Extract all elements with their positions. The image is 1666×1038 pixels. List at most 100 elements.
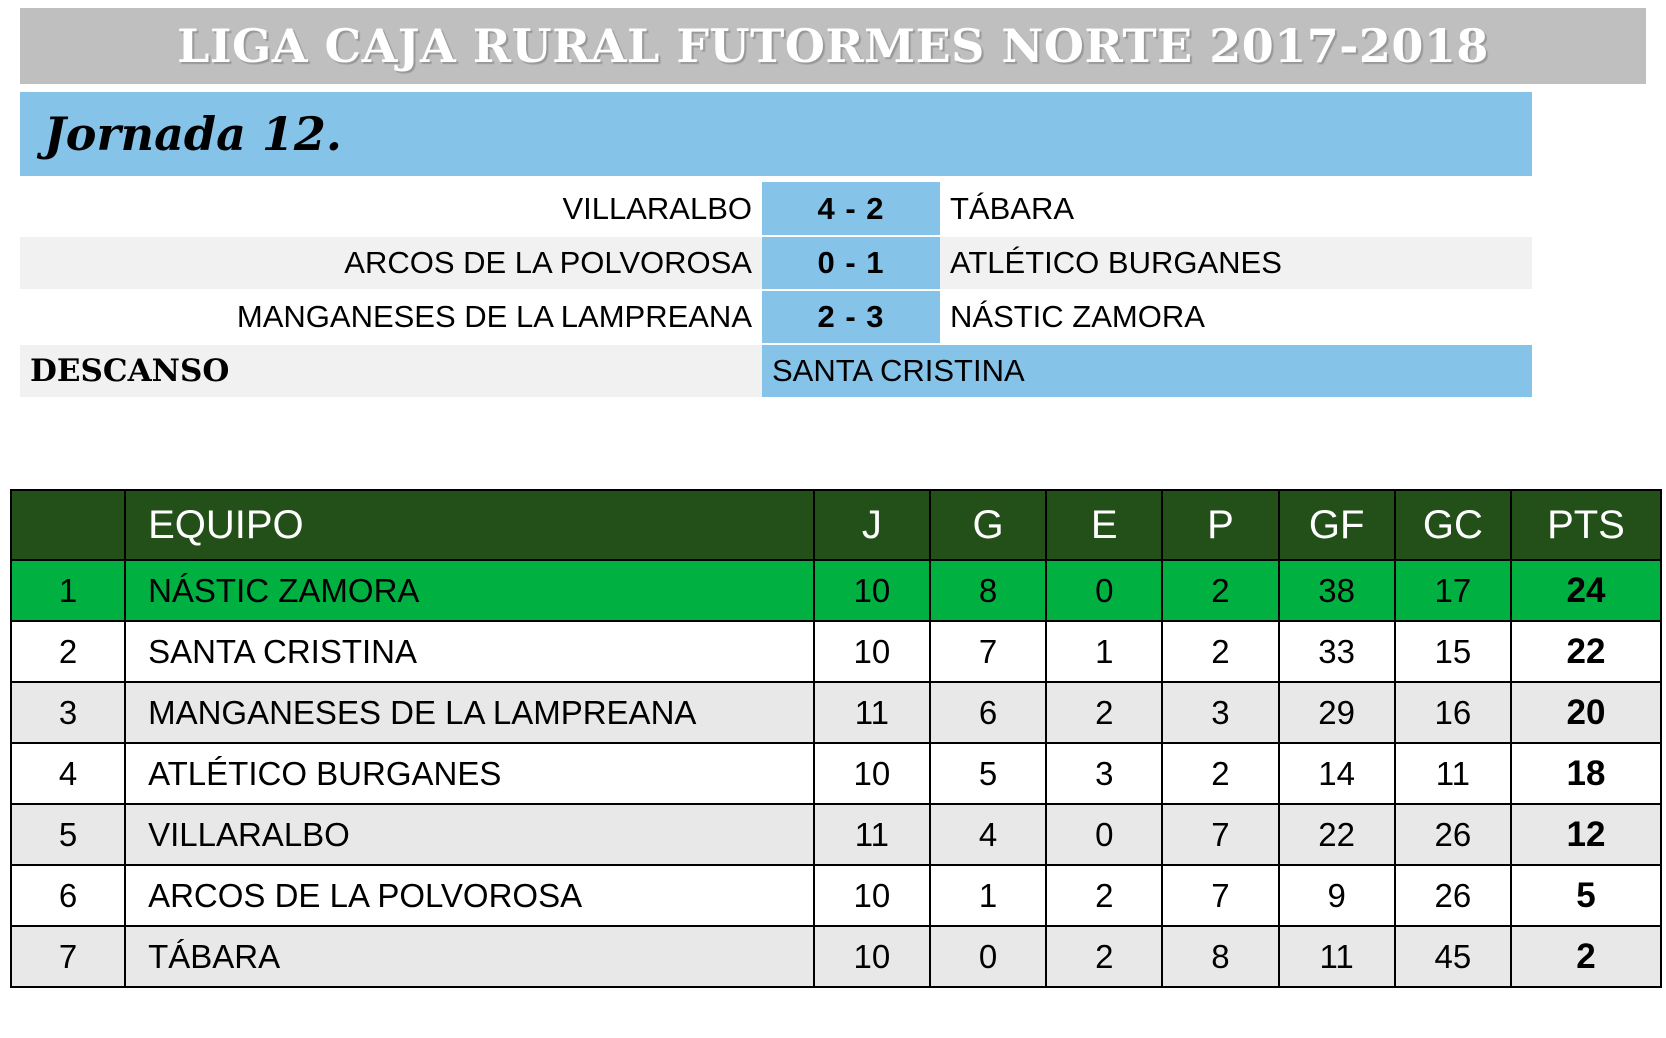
match-score: 0 - 1 [762,236,940,291]
column-header-drawn: E [1045,489,1164,561]
row-won: 4 [928,803,1048,866]
table-row: 5 VILLARALBO 11 4 0 7 22 26 12 [9,803,1663,866]
row-rank: 2 [9,620,127,683]
table-row: 7 TÁBARA 10 0 2 8 11 45 2 [9,925,1663,988]
table-row: 6 ARCOS DE LA POLVOROSA 10 1 2 7 9 26 5 [9,864,1663,927]
row-rank: 4 [9,742,127,805]
row-lost: 8 [1161,925,1280,988]
matchday-bar: Jornada 12. [20,92,1532,176]
row-lost: 7 [1161,803,1280,866]
match-home-team: ARCOS DE LA POLVOROSA [20,236,762,291]
row-played: 10 [812,864,931,927]
row-won: 1 [928,864,1048,927]
row-rank: 6 [9,864,127,927]
table-row: 4 ATLÉTICO BURGANES 10 5 3 2 14 11 18 [9,742,1663,805]
row-drawn: 1 [1045,620,1164,683]
row-played: 11 [812,681,931,744]
match-score: 4 - 2 [762,182,940,237]
row-team: VILLARALBO [124,803,815,866]
row-won: 7 [928,620,1048,683]
standings-table: EQUIPO J G E P GF GC PTS 1 NÁSTIC ZAMORA… [9,489,1663,988]
row-played: 11 [812,803,931,866]
row-goals-against: 15 [1393,620,1512,683]
match-away-team: NÁSTIC ZAMORA [940,290,1532,345]
row-points: 12 [1509,803,1663,866]
page-title: LIGA CAJA RURAL FUTORMES NORTE 2017-2018 [177,19,1489,73]
row-goals-against: 11 [1393,742,1512,805]
row-lost: 3 [1161,681,1280,744]
table-row: VILLARALBO 4 - 2 TÁBARA [20,182,1532,237]
row-goals-against: 17 [1393,559,1512,622]
table-row: 3 MANGANESES DE LA LAMPREANA 11 6 2 3 29… [9,681,1663,744]
row-drawn: 3 [1045,742,1164,805]
row-goals-for: 33 [1277,620,1396,683]
row-rank: 7 [9,925,127,988]
row-lost: 2 [1161,620,1280,683]
column-header-won: G [928,489,1048,561]
column-header-team: EQUIPO [124,489,815,561]
match-away-team: TÁBARA [940,182,1532,237]
row-won: 8 [928,559,1048,622]
table-header-row: EQUIPO J G E P GF GC PTS [9,489,1663,561]
row-team: ARCOS DE LA POLVOROSA [124,864,815,927]
rest-row: DESCANSO SANTA CRISTINA [20,344,1532,399]
rest-team: SANTA CRISTINA [762,344,1532,399]
row-goals-for: 9 [1277,864,1396,927]
matches-table: VILLARALBO 4 - 2 TÁBARA ARCOS DE LA POLV… [20,182,1532,399]
column-header-goals-against: GC [1393,489,1512,561]
row-won: 0 [928,925,1048,988]
table-row: ARCOS DE LA POLVOROSA 0 - 1 ATLÉTICO BUR… [20,236,1532,291]
row-rank: 3 [9,681,127,744]
row-won: 5 [928,742,1048,805]
row-team: SANTA CRISTINA [124,620,815,683]
row-lost: 2 [1161,559,1280,622]
column-header-goals-for: GF [1277,489,1396,561]
row-team: MANGANESES DE LA LAMPREANA [124,681,815,744]
row-drawn: 2 [1045,925,1164,988]
row-team: NÁSTIC ZAMORA [124,559,815,622]
match-score: 2 - 3 [762,290,940,345]
match-home-team: VILLARALBO [20,182,762,237]
row-won: 6 [928,681,1048,744]
row-goals-for: 29 [1277,681,1396,744]
rest-label: DESCANSO [20,344,762,399]
column-header-lost: P [1161,489,1280,561]
row-points: 5 [1509,864,1663,927]
row-drawn: 0 [1045,803,1164,866]
row-drawn: 2 [1045,864,1164,927]
row-goals-for: 38 [1277,559,1396,622]
row-goals-against: 16 [1393,681,1512,744]
row-rank: 1 [9,559,127,622]
row-team: ATLÉTICO BURGANES [124,742,815,805]
table-row: 2 SANTA CRISTINA 10 7 1 2 33 15 22 [9,620,1663,683]
matchday-label: Jornada 12. [44,107,342,161]
row-goals-for: 14 [1277,742,1396,805]
row-lost: 2 [1161,742,1280,805]
row-team: TÁBARA [124,925,815,988]
column-header-points: PTS [1509,489,1663,561]
league-title-banner: LIGA CAJA RURAL FUTORMES NORTE 2017-2018 [20,8,1646,84]
standings-body: 1 NÁSTIC ZAMORA 10 8 0 2 38 17 24 2 SANT… [9,559,1663,988]
match-home-team: MANGANESES DE LA LAMPREANA [20,290,762,345]
row-played: 10 [812,742,931,805]
row-points: 24 [1509,559,1663,622]
row-played: 10 [812,620,931,683]
row-goals-against: 26 [1393,803,1512,866]
row-drawn: 0 [1045,559,1164,622]
row-lost: 7 [1161,864,1280,927]
row-goals-against: 26 [1393,864,1512,927]
row-goals-for: 22 [1277,803,1396,866]
table-row: 1 NÁSTIC ZAMORA 10 8 0 2 38 17 24 [9,559,1663,622]
row-points: 20 [1509,681,1663,744]
column-header-played: J [812,489,931,561]
match-away-team: ATLÉTICO BURGANES [940,236,1532,291]
row-points: 22 [1509,620,1663,683]
column-header-rank [9,489,127,561]
row-points: 2 [1509,925,1663,988]
row-points: 18 [1509,742,1663,805]
row-drawn: 2 [1045,681,1164,744]
row-goals-against: 45 [1393,925,1512,988]
matches-body: VILLARALBO 4 - 2 TÁBARA ARCOS DE LA POLV… [20,182,1532,399]
row-played: 10 [812,925,931,988]
row-rank: 5 [9,803,127,866]
